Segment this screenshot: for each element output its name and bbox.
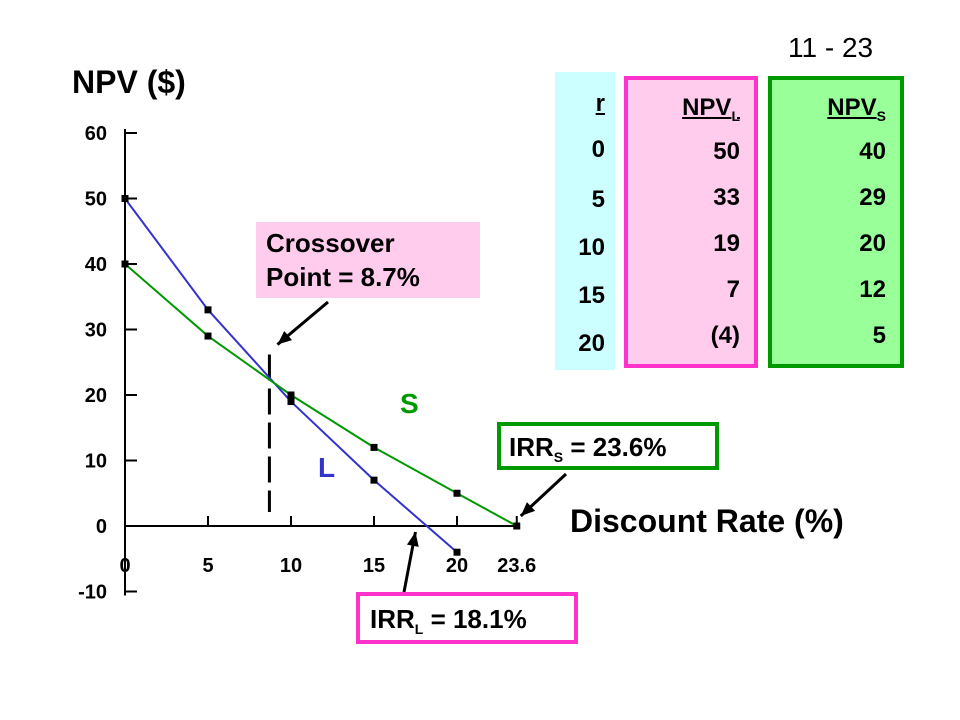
npv-s-column: NPVS 40 29 20 12 5 bbox=[768, 76, 904, 368]
series-label-s: S bbox=[400, 388, 419, 419]
data-point-l bbox=[453, 548, 461, 556]
rate-column: r 0 5 10 15 20 bbox=[555, 72, 615, 370]
npv-l-header: NPVL bbox=[682, 94, 740, 130]
data-point-l bbox=[287, 398, 295, 406]
x-tick-label: 5 bbox=[202, 555, 213, 577]
npv-s-cell: 12 bbox=[859, 276, 886, 303]
irr-l-arrow-head bbox=[406, 532, 419, 547]
data-point-s bbox=[121, 260, 129, 268]
data-point-l bbox=[370, 476, 378, 484]
npv-l-header-sub: L bbox=[731, 107, 740, 124]
npv-l-cell: 50 bbox=[713, 138, 740, 165]
irr-s-arrow-head bbox=[520, 502, 536, 516]
x-tick-label: 23.6 bbox=[497, 555, 536, 577]
npv-l-cell: 33 bbox=[713, 184, 740, 211]
rate-cell: 5 bbox=[591, 186, 605, 213]
rate-header: r bbox=[595, 90, 605, 117]
irr-l-value: = 18.1% bbox=[423, 604, 527, 634]
rate-cell: 15 bbox=[578, 282, 605, 309]
npv-l-column: NPVL 50 33 19 7 (4) bbox=[624, 76, 758, 368]
npv-s-cell: 20 bbox=[859, 230, 886, 257]
npv-l-cell: 7 bbox=[726, 276, 740, 303]
npv-l-cell: 19 bbox=[713, 230, 740, 257]
y-tick-label: 50 bbox=[85, 189, 107, 211]
data-point-l bbox=[121, 195, 129, 202]
irr-l-callout: IRRL = 18.1% bbox=[356, 592, 578, 644]
npv-s-cell: 40 bbox=[859, 138, 886, 165]
data-point-s bbox=[370, 443, 378, 451]
y-tick-label: -10 bbox=[78, 582, 107, 604]
npv-l-cell: (4) bbox=[710, 322, 740, 349]
data-point-s bbox=[453, 489, 461, 497]
crossover-line1: Crossover bbox=[266, 228, 395, 258]
npv-s-header-main: NPV bbox=[827, 94, 877, 121]
irr-s-callout: IRRS = 23.6% bbox=[497, 422, 719, 470]
series-label-l: L bbox=[318, 452, 336, 483]
crossover-callout: Crossover Point = 8.7% bbox=[256, 222, 480, 298]
crossover-line2: Point = 8.7% bbox=[266, 262, 420, 292]
y-tick-label: 60 bbox=[85, 123, 107, 145]
npv-s-cell: 5 bbox=[872, 322, 886, 349]
y-tick-label: 30 bbox=[85, 320, 107, 342]
rate-cell: 20 bbox=[578, 330, 605, 357]
data-point-s bbox=[287, 391, 295, 399]
crossover-arrow-head bbox=[277, 330, 292, 345]
rate-cell: 10 bbox=[578, 234, 605, 261]
y-axis-label: NPV ($) bbox=[72, 64, 186, 100]
irr-s-value: = 23.6% bbox=[563, 432, 667, 462]
data-point-s bbox=[513, 522, 521, 530]
y-tick-label: 0 bbox=[96, 516, 107, 538]
y-tick-label: 10 bbox=[85, 451, 107, 473]
x-tick-label: 20 bbox=[446, 555, 468, 577]
slide-number: 11 - 23 bbox=[788, 32, 874, 63]
data-point-l bbox=[204, 306, 212, 314]
irr-l-sub: L bbox=[414, 621, 424, 638]
y-tick-label: 20 bbox=[85, 385, 107, 407]
npv-s-header-sub: S bbox=[876, 107, 886, 124]
x-tick-label: 0 bbox=[119, 555, 130, 577]
npv-l-header-main: NPV bbox=[682, 94, 732, 121]
rate-cell: 0 bbox=[591, 136, 605, 163]
npv-s-header: NPVS bbox=[827, 94, 886, 130]
series-line-s bbox=[124, 263, 518, 527]
x-tick-label: 10 bbox=[280, 555, 302, 577]
x-tick-label: 15 bbox=[363, 555, 385, 577]
irr-s-sub: S bbox=[553, 449, 564, 466]
data-point-s bbox=[204, 332, 212, 340]
y-tick-label: 40 bbox=[85, 254, 107, 276]
npv-s-cell: 29 bbox=[859, 184, 886, 211]
irr-l-main: IRR bbox=[370, 604, 415, 634]
irr-s-main: IRR bbox=[509, 432, 554, 462]
x-axis-label: Discount Rate (%) bbox=[570, 503, 844, 539]
